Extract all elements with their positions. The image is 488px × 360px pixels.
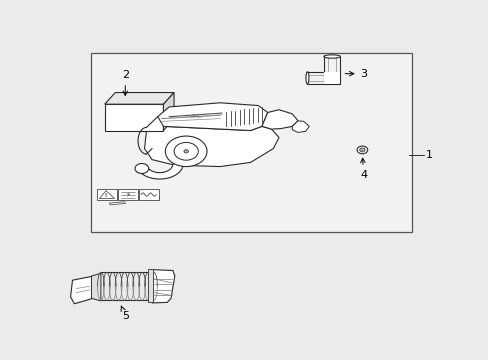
Text: ⚡: ⚡ [125,192,130,198]
Ellipse shape [323,55,340,58]
Text: !: ! [104,193,107,198]
Text: 1: 1 [425,150,432,161]
Circle shape [165,136,206,167]
Polygon shape [144,117,279,167]
Polygon shape [158,103,267,131]
Polygon shape [292,121,309,132]
Polygon shape [104,93,174,104]
Bar [104,104,163,131]
Text: 5: 5 [121,306,129,321]
Polygon shape [163,93,174,131]
Bar [323,72,340,84]
Polygon shape [152,270,175,303]
Circle shape [135,163,148,174]
Bar [139,189,158,200]
Polygon shape [262,110,297,129]
Text: 3: 3 [345,69,367,79]
Polygon shape [137,164,183,179]
Polygon shape [70,276,93,304]
Polygon shape [99,191,114,198]
Bar [118,189,138,200]
Circle shape [174,143,198,160]
Text: 4: 4 [359,158,366,180]
Bar [91,53,411,232]
Text: 2: 2 [122,70,128,95]
Polygon shape [91,273,101,301]
Circle shape [183,150,188,153]
Bar [97,189,117,200]
Circle shape [356,146,367,154]
Polygon shape [109,202,125,205]
Text: AMG: AMG [189,114,201,119]
Ellipse shape [305,72,308,84]
Circle shape [359,148,365,152]
Bar [148,269,153,302]
